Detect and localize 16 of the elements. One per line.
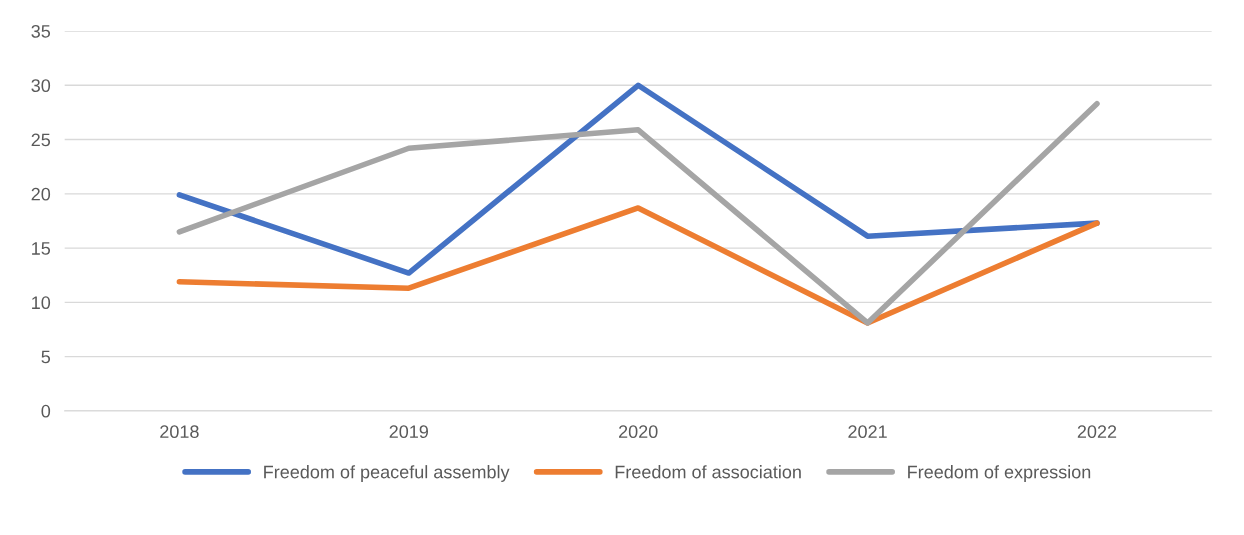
x-tick-label: 2021 bbox=[848, 425, 887, 439]
x-tick-label: 2019 bbox=[389, 425, 429, 439]
legend-label: Freedom of expression bbox=[908, 465, 1091, 482]
y-tick-label: 10 bbox=[32, 296, 51, 310]
x-tick-label: 2022 bbox=[1077, 425, 1117, 439]
x-tick-label: 2020 bbox=[619, 425, 658, 439]
legend-label: Freedom of association bbox=[615, 465, 801, 479]
y-tick-label: 0 bbox=[41, 404, 51, 418]
x-tick-label: 2018 bbox=[160, 425, 199, 439]
y-tick-label: 25 bbox=[31, 133, 51, 147]
y-tick-label: 15 bbox=[32, 242, 51, 255]
y-tick-label: 5 bbox=[41, 350, 51, 364]
y-tick-label: 20 bbox=[31, 187, 51, 201]
y-tick-label: 35 bbox=[31, 24, 51, 38]
legend-label: Freedom of peaceful assembly bbox=[264, 465, 510, 482]
y-tick-label: 30 bbox=[31, 79, 51, 93]
